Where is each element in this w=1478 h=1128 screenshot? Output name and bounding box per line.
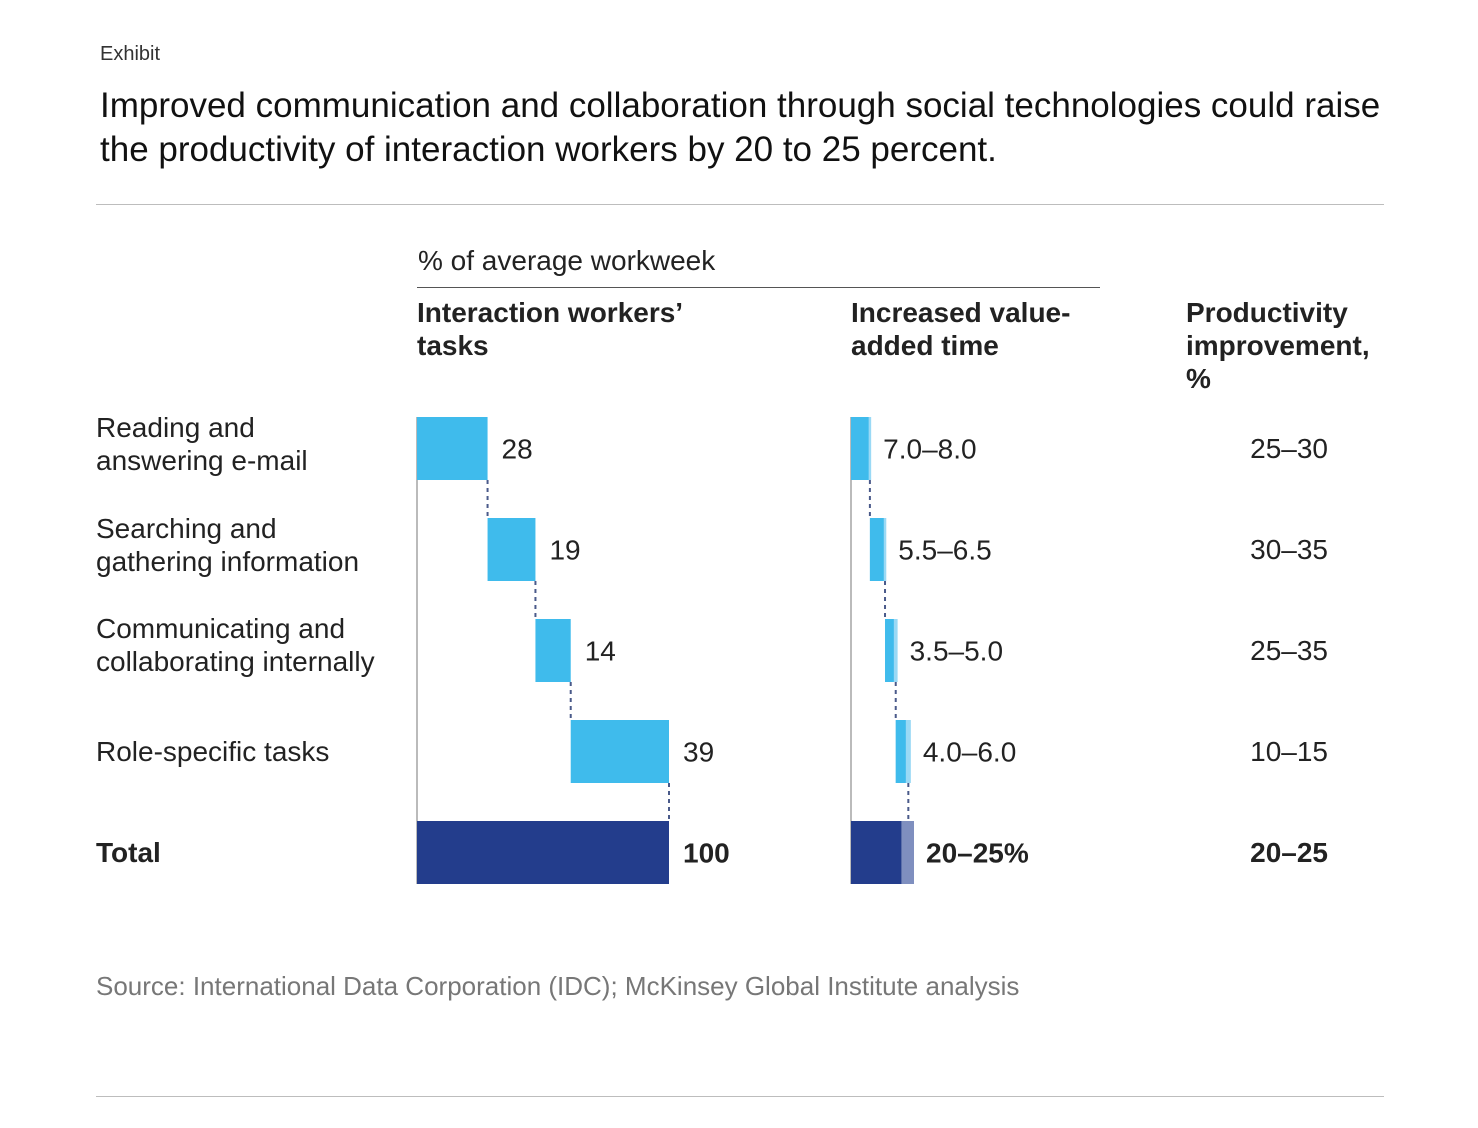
task-value-label: 28 xyxy=(502,434,533,465)
time-value-label: 3.5–5.0 xyxy=(910,636,1003,667)
column-header-tasks: Interaction workers’ tasks xyxy=(417,297,682,361)
time-bar xyxy=(851,821,902,884)
productivity-value: 10–15 xyxy=(1250,736,1328,767)
task-value-label: 19 xyxy=(549,535,580,566)
time-value-label: 5.5–6.5 xyxy=(898,535,991,566)
task-value-label: 39 xyxy=(683,737,714,768)
task-bar xyxy=(417,821,669,884)
task-bar xyxy=(570,720,669,783)
task-value-label: 14 xyxy=(585,636,616,667)
time-bar xyxy=(885,619,894,682)
time-bar xyxy=(895,720,906,783)
source-note: Source: International Data Corporation (… xyxy=(96,971,1020,1001)
row-label-email: Reading and answering e-mail xyxy=(96,412,308,476)
row-label-communicating: Communicating and collaborating internall… xyxy=(96,613,375,677)
row-label-searching: Searching and gathering information xyxy=(96,513,360,577)
time-value-label: 20–25% xyxy=(926,838,1029,869)
productivity-value-total: 20–25 xyxy=(1250,837,1328,868)
productivity-value: 25–35 xyxy=(1250,635,1328,666)
time-bar xyxy=(869,518,884,581)
productivity-value: 30–35 xyxy=(1250,534,1328,565)
chart-title: Improved communication and collaboration… xyxy=(100,86,1381,169)
units-subheader: % of average workweek xyxy=(418,245,716,276)
column-header-productivity: Productivity improvement, % xyxy=(1186,297,1370,394)
subheader-rule xyxy=(417,287,1100,288)
row-label-role-specific: Role-specific tasks xyxy=(96,736,330,767)
time-value-label: 4.0–6.0 xyxy=(923,737,1016,768)
top-divider xyxy=(96,204,1384,205)
task-bar xyxy=(417,417,488,480)
task-bar xyxy=(535,619,571,682)
bottom-divider xyxy=(96,1096,1384,1097)
exhibit-label: Exhibit xyxy=(100,43,161,65)
productivity-value: 25–30 xyxy=(1250,433,1328,464)
time-bar xyxy=(851,417,869,480)
column-header-time: Increased value-added time xyxy=(851,297,1071,361)
task-bar xyxy=(487,518,536,581)
row-label-total: Total xyxy=(96,837,161,868)
time-value-label: 7.0–8.0 xyxy=(883,434,976,465)
task-value-label: 100 xyxy=(683,838,730,869)
